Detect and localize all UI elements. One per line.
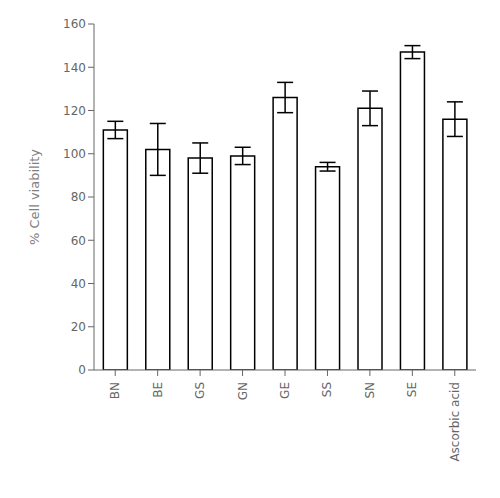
svg-text:SN: SN	[363, 382, 377, 399]
svg-text:20: 20	[71, 320, 86, 334]
svg-text:SE: SE	[405, 382, 419, 397]
svg-text:GE: GE	[278, 382, 292, 399]
svg-text:Ascorbic acid: Ascorbic acid	[448, 382, 462, 462]
svg-text:SS: SS	[320, 382, 334, 397]
svg-text:80: 80	[71, 190, 86, 204]
svg-text:BE: BE	[151, 382, 165, 398]
svg-text:160: 160	[63, 17, 86, 31]
svg-text:0: 0	[78, 363, 86, 377]
svg-text:GS: GS	[193, 382, 207, 399]
svg-text:40: 40	[71, 277, 86, 291]
svg-text:% Cell viability: % Cell viability	[27, 149, 42, 245]
svg-text:140: 140	[63, 61, 86, 75]
svg-text:100: 100	[63, 147, 86, 161]
svg-text:GN: GN	[236, 382, 250, 400]
svg-text:60: 60	[71, 234, 86, 248]
svg-text:BN: BN	[108, 382, 122, 399]
svg-text:120: 120	[63, 104, 86, 118]
